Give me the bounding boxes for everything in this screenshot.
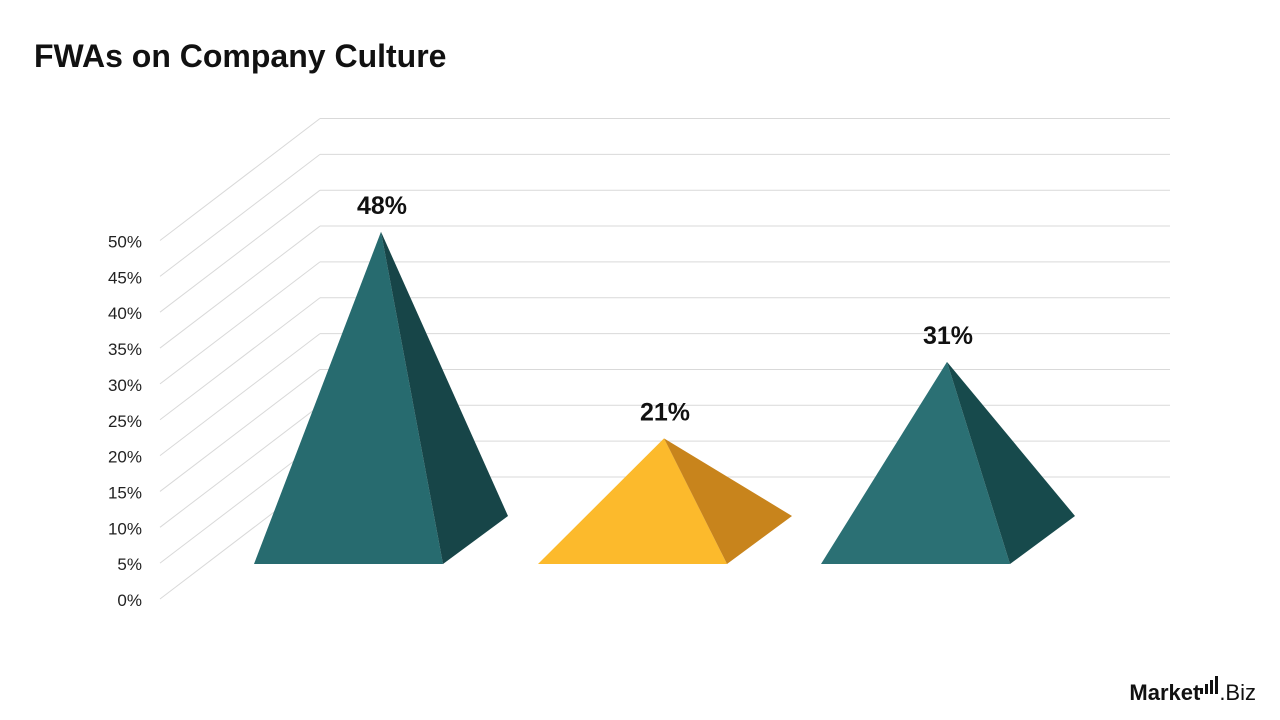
y-tick-label: 30% (108, 376, 142, 395)
y-tick-label: 10% (108, 519, 142, 538)
chart-gridlines (159, 118, 1170, 600)
y-tick-label: 20% (108, 448, 142, 467)
brand-logo-suffix: .Biz (1219, 680, 1256, 705)
gridline-diagonal (159, 225, 321, 349)
gridline-diagonal (159, 333, 321, 456)
data-label: 31% (923, 322, 973, 350)
data-label: 21% (640, 398, 690, 426)
data-labels: 48% 21% 31% (357, 192, 973, 427)
y-tick-label: 0% (117, 591, 142, 610)
gridline-diagonal (159, 369, 321, 492)
pyramid-bars (254, 231, 1075, 565)
pyramid-bar-side (947, 361, 1075, 564)
chart-title: FWAs on Company Culture (34, 38, 447, 74)
gridline-diagonal (159, 404, 321, 528)
gridline-diagonal (159, 189, 321, 313)
y-tick-label: 50% (108, 233, 142, 252)
y-tick-label: 45% (108, 268, 142, 287)
y-tick-label: 15% (108, 483, 142, 502)
data-label: 48% (357, 192, 407, 220)
gridline-diagonal (159, 297, 321, 421)
brand-logo-text: Market (1129, 680, 1201, 705)
y-tick-label: 40% (108, 304, 142, 323)
gridline-diagonal (159, 118, 321, 241)
gridline-diagonal (159, 153, 321, 277)
pyramid-bar-front (538, 438, 727, 564)
y-tick-label: 35% (108, 340, 142, 359)
y-tick-label: 5% (117, 555, 142, 574)
gridline-diagonal (159, 261, 321, 385)
pyramid-bar-side (664, 438, 792, 564)
y-axis-ticks: 0% 5% 10% 15% 20% 25% 30% 35% 40% 45% 50% (108, 233, 142, 611)
brand-logo: Market .Biz (1129, 676, 1256, 706)
pyramid-bar-front (254, 231, 443, 565)
y-tick-label: 25% (108, 412, 142, 431)
pyramid-bar-side (381, 231, 508, 565)
bar-chart-icon (1200, 676, 1219, 694)
